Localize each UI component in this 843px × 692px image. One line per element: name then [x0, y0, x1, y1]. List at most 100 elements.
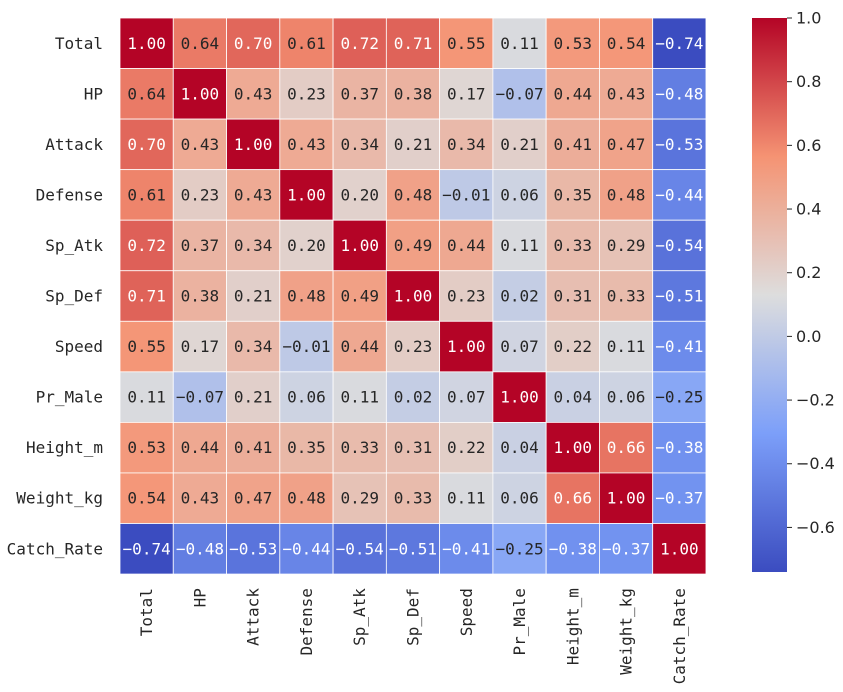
heatmap-cell	[385, 118, 441, 171]
cell-value-label: 0.43	[287, 135, 326, 154]
colorbar-tick-label: 0.8	[796, 72, 821, 91]
cell-value-label: 0.66	[607, 438, 646, 457]
row-tick-label: Total	[55, 34, 103, 53]
cell-value-label: 0.64	[181, 34, 220, 53]
heatmap-cell	[119, 371, 174, 423]
heatmap-cell	[599, 169, 654, 221]
cell-value-label: 0.64	[127, 84, 166, 103]
row-tick-label: Defense	[36, 185, 103, 204]
cell-value-label: 0.07	[447, 388, 486, 407]
colorbar: 1.0 0.8 0.6 0.4 0.2 0.0 −0.2 −0.4 −0.6	[752, 9, 835, 572]
heatmap-cell	[545, 421, 600, 474]
heatmap-cell	[439, 169, 494, 221]
heatmap-cell	[385, 523, 441, 575]
cell-value-label: 1.00	[447, 337, 486, 356]
cell-value-label: 0.31	[554, 287, 593, 306]
cell-value-label: −0.37	[655, 489, 703, 508]
cell-value-label: 0.11	[127, 388, 166, 407]
column-tick-label: Pr_Male	[510, 588, 529, 655]
heatmap-cell	[652, 472, 707, 524]
heatmap-cell	[279, 472, 334, 524]
heatmap-cell	[385, 169, 441, 221]
heatmap-cell	[385, 320, 441, 373]
cell-value-label: 1.00	[660, 539, 699, 558]
heatmap-cell	[226, 219, 281, 272]
cell-value-label: 0.48	[607, 185, 646, 204]
cell-value-label: 0.48	[394, 185, 433, 204]
row-tick-label: Speed	[55, 337, 103, 356]
cell-value-label: −0.44	[282, 539, 330, 558]
cell-value-label: 0.41	[554, 135, 593, 154]
heatmap-cell	[172, 17, 227, 69]
heatmap-cell	[545, 472, 600, 524]
row-tick-label: Height_m	[26, 438, 103, 457]
cell-value-label: 0.17	[447, 84, 486, 103]
heatmap-cell	[492, 371, 547, 423]
heatmap-cell	[492, 421, 547, 474]
cell-value-label: 0.54	[607, 34, 646, 53]
heatmap-cell	[652, 17, 707, 69]
cell-value-label: 0.44	[447, 236, 486, 255]
cell-value-label: 0.33	[554, 236, 593, 255]
cell-value-label: 0.29	[607, 236, 646, 255]
heatmap-cell	[652, 68, 707, 120]
heatmap-cell	[226, 68, 281, 120]
cell-value-label: 0.21	[394, 135, 433, 154]
cell-value-label: 1.00	[287, 185, 326, 204]
cell-value-label: 0.11	[607, 337, 646, 356]
cell-value-label: −0.48	[655, 84, 703, 103]
colorbar-tick-label: −0.6	[796, 518, 835, 537]
heatmap-cell	[439, 371, 494, 423]
cell-value-label: 0.38	[394, 84, 433, 103]
cell-value-label: 0.21	[500, 135, 539, 154]
cell-value-label: 0.23	[394, 337, 433, 356]
heatmap-cell	[279, 17, 334, 69]
heatmap-cell	[545, 320, 600, 373]
cell-value-label: 0.17	[181, 337, 220, 356]
heatmap-cell	[492, 320, 547, 373]
cell-value-label: 0.07	[500, 337, 539, 356]
heatmap-cell	[332, 523, 387, 575]
column-tick-label: Sp_Def	[403, 588, 422, 646]
cell-value-label: 0.55	[127, 337, 166, 356]
cell-value-label: −0.01	[282, 337, 330, 356]
heatmap-cell	[652, 320, 707, 373]
cell-value-label: 0.70	[127, 135, 166, 154]
heatmap-cell	[439, 219, 494, 272]
cell-value-label: 0.35	[287, 438, 326, 457]
cell-value-label: −0.25	[655, 388, 703, 407]
heatmap-cell	[226, 118, 281, 171]
cell-value-label: 0.44	[340, 337, 379, 356]
cell-value-label: −0.38	[655, 438, 703, 457]
colorbar-tick-label: 0.0	[796, 327, 821, 346]
cell-value-label: 0.37	[181, 236, 220, 255]
heatmap-cell	[385, 371, 441, 423]
cell-value-label: 0.11	[500, 236, 539, 255]
cell-value-label: 0.48	[287, 287, 326, 306]
heatmap-cell	[545, 169, 600, 221]
cell-value-label: 0.55	[447, 34, 486, 53]
cell-value-label: 0.71	[394, 34, 433, 53]
heatmap-cell	[492, 17, 547, 69]
heatmap-cell	[492, 68, 547, 120]
cell-value-label: 0.21	[234, 287, 273, 306]
heatmap-cell	[119, 219, 174, 272]
heatmap-cell	[119, 270, 174, 322]
cell-value-label: 0.53	[127, 438, 166, 457]
cell-value-label: −0.07	[176, 388, 224, 407]
heatmap-cell	[599, 17, 654, 69]
cell-value-label: 1.00	[127, 34, 166, 53]
row-tick-label: Pr_Male	[36, 388, 103, 407]
cell-value-label: 0.22	[554, 337, 593, 356]
heatmap-cell	[279, 371, 334, 423]
colorbar-tick-label: 0.4	[796, 200, 821, 219]
cell-value-label: 0.34	[234, 337, 273, 356]
heatmap-cell	[492, 523, 547, 575]
heatmap-cell	[119, 421, 174, 474]
cell-value-label: 0.43	[234, 84, 273, 103]
cell-value-label: −0.51	[655, 287, 703, 306]
cell-value-label: 0.11	[340, 388, 379, 407]
heatmap-cell	[226, 17, 281, 69]
heatmap-cell	[492, 472, 547, 524]
heatmap-cell	[119, 17, 174, 69]
